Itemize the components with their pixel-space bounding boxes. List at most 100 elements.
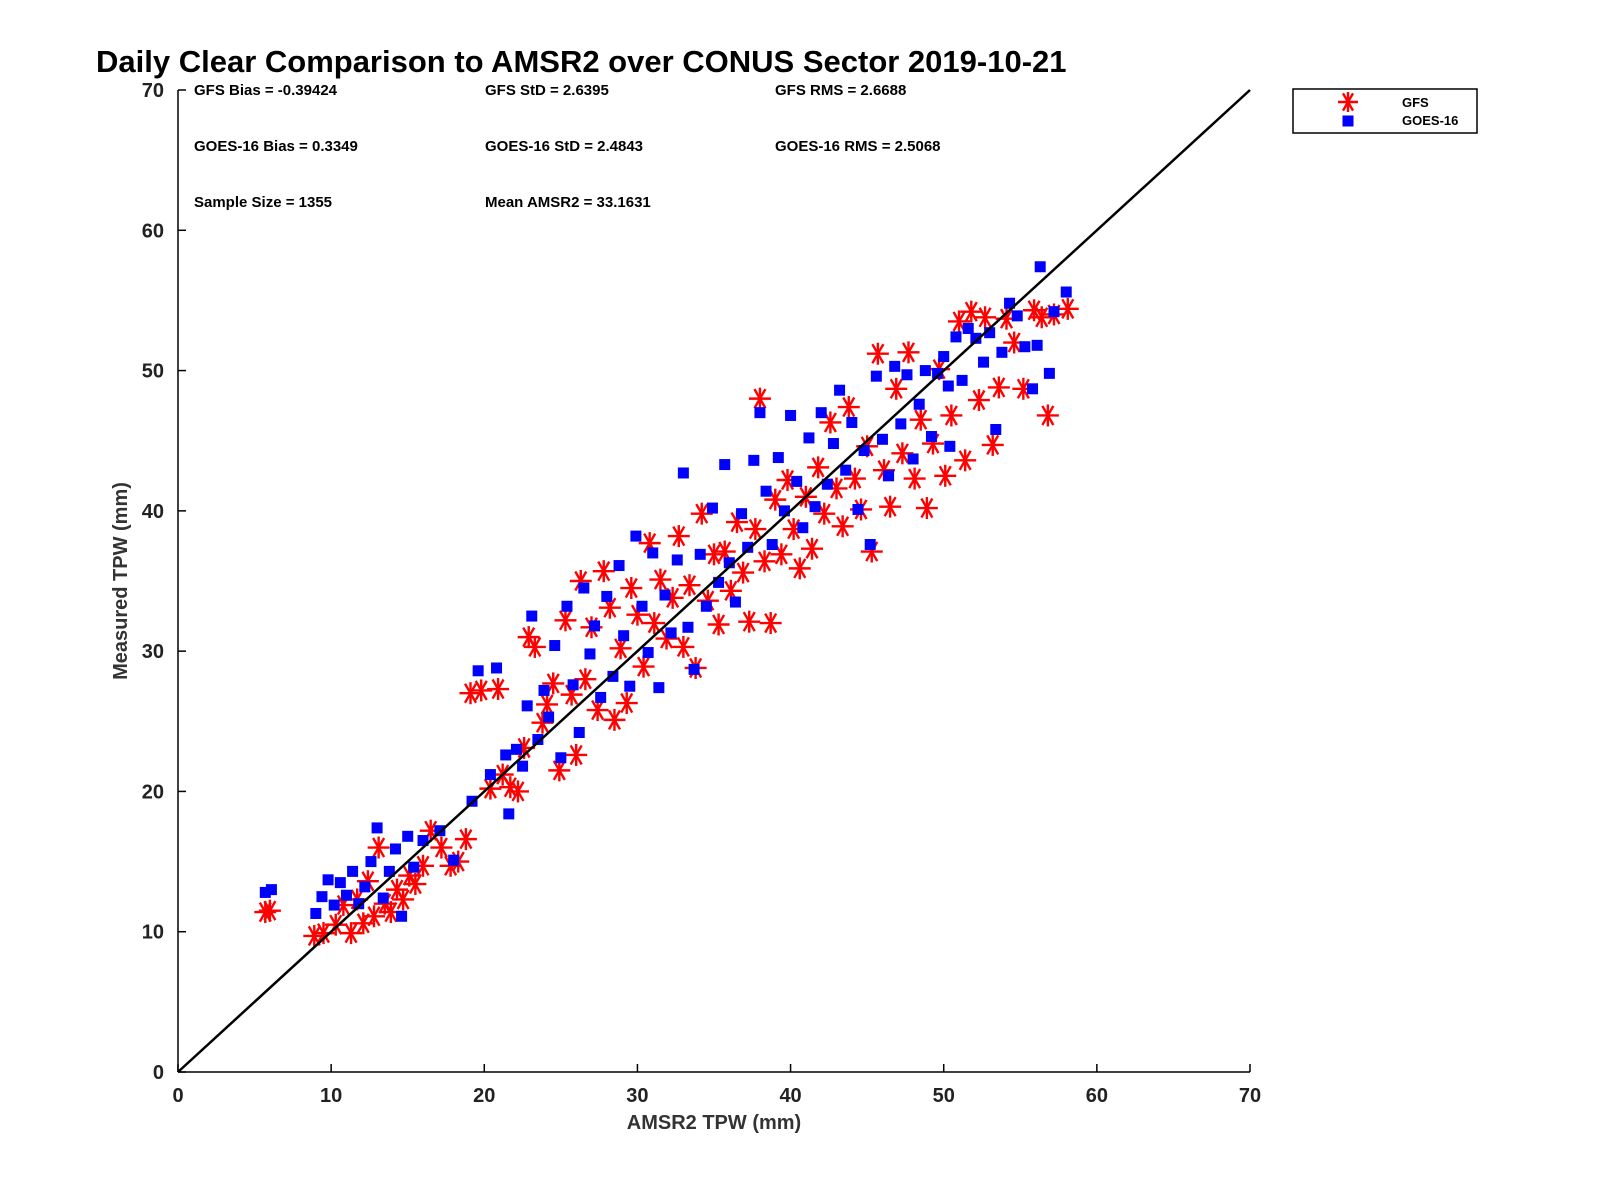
gfs-point-94 bbox=[879, 495, 902, 518]
gfs-point-109 bbox=[974, 306, 997, 329]
goes16-point-78 bbox=[803, 432, 815, 444]
gfs-point-79 bbox=[788, 557, 811, 580]
goes16-point-85 bbox=[846, 416, 858, 428]
goes16-point-8 bbox=[347, 865, 359, 877]
stat-goes-bias: GOES-16 Bias = 0.3349 bbox=[194, 138, 358, 155]
goes16-point-71 bbox=[760, 485, 772, 497]
legend-goes-marker bbox=[1342, 115, 1354, 127]
goes16-point-83 bbox=[834, 384, 846, 396]
gfs-point-27 bbox=[487, 678, 510, 701]
goes16-point-1 bbox=[265, 884, 277, 896]
gfs-point-83 bbox=[813, 502, 836, 525]
gfs-point-42 bbox=[574, 668, 597, 691]
gfs-point-62 bbox=[690, 502, 713, 525]
goes16-point-35 bbox=[549, 640, 561, 652]
goes16-point-77 bbox=[797, 522, 809, 534]
gfs-point-23 bbox=[454, 828, 477, 851]
goes16-point-75 bbox=[785, 409, 797, 421]
goes16-point-110 bbox=[1004, 297, 1016, 309]
gfs-point-82 bbox=[807, 456, 830, 479]
goes16-point-89 bbox=[870, 370, 882, 382]
goes16-point-66 bbox=[729, 596, 741, 608]
goes16-point-5 bbox=[328, 899, 340, 911]
goes16-point-82 bbox=[827, 438, 839, 450]
legend: GFS GOES-16 bbox=[1292, 88, 1478, 134]
gfs-point-32 bbox=[517, 626, 540, 649]
goes16-point-17 bbox=[402, 830, 414, 842]
goes16-point-39 bbox=[573, 727, 585, 739]
goes16-point-56 bbox=[671, 554, 683, 566]
goes16-point-47 bbox=[618, 630, 630, 642]
gfs-point-36 bbox=[542, 672, 565, 695]
y-tick-label-2: 20 bbox=[142, 781, 164, 803]
legend-box bbox=[1292, 88, 1478, 134]
goes16-point-10 bbox=[359, 881, 371, 893]
goes16-point-63 bbox=[713, 576, 725, 588]
goes16-point-114 bbox=[1031, 339, 1043, 351]
goes16-point-58 bbox=[682, 621, 694, 633]
goes16-point-29 bbox=[517, 760, 529, 772]
goes16-point-64 bbox=[719, 459, 731, 471]
goes16-point-37 bbox=[561, 600, 573, 612]
goes16-point-33 bbox=[538, 684, 550, 696]
goes16-point-98 bbox=[925, 431, 937, 443]
gfs-point-103 bbox=[934, 464, 957, 487]
gfs-point-59 bbox=[672, 635, 695, 658]
gfs-point-100 bbox=[915, 497, 938, 520]
goes16-point-86 bbox=[852, 503, 864, 515]
gfs-point-104 bbox=[940, 404, 963, 427]
goes16-point-4 bbox=[322, 874, 334, 886]
y-tick-label-0: 0 bbox=[153, 1062, 164, 1084]
y-axis-label: Measured TPW (mm) bbox=[110, 482, 132, 680]
goes16-point-108 bbox=[990, 423, 1002, 435]
goes16-point-27 bbox=[503, 808, 515, 820]
gfs-point-58 bbox=[667, 525, 690, 548]
goes16-point-67 bbox=[736, 508, 748, 520]
goes16-point-99 bbox=[932, 367, 944, 379]
gfs-point-30 bbox=[506, 780, 529, 803]
goes16-point-76 bbox=[791, 475, 803, 487]
gfs-point-84 bbox=[819, 411, 842, 434]
gfs-point-112 bbox=[995, 307, 1018, 330]
goes16-point-72 bbox=[766, 539, 778, 551]
goes16-point-92 bbox=[889, 360, 901, 372]
gfs-point-77 bbox=[776, 468, 799, 491]
legend-goes-label: GOES-16 bbox=[1402, 113, 1458, 128]
goes16-point-57 bbox=[677, 467, 689, 479]
goes16-point-112 bbox=[1019, 341, 1031, 353]
goes16-point-81 bbox=[821, 478, 833, 490]
gfs-point-71 bbox=[744, 518, 767, 541]
y-tick-label-7: 70 bbox=[142, 80, 164, 102]
goes16-point-54 bbox=[659, 589, 671, 601]
gfs-point-24 bbox=[459, 682, 482, 705]
gfs-point-99 bbox=[909, 408, 932, 431]
goes16-point-28 bbox=[510, 743, 522, 755]
goes16-point-48 bbox=[624, 680, 636, 692]
gfs-point-107 bbox=[960, 300, 983, 323]
gfs-point-87 bbox=[837, 396, 860, 419]
goes16-point-12 bbox=[371, 822, 383, 834]
legend-gfs-label: GFS bbox=[1402, 95, 1429, 110]
stats-block: GFS Bias = -0.39424 GFS StD = 2.6395 GFS… bbox=[194, 82, 941, 211]
goes16-point-36 bbox=[555, 752, 567, 764]
y-tick-label-4: 40 bbox=[142, 501, 164, 523]
gfs-point-70 bbox=[738, 610, 761, 633]
goes16-point-102 bbox=[950, 331, 962, 343]
gfs-point-96 bbox=[891, 442, 914, 465]
goes16-point-43 bbox=[595, 691, 607, 703]
goes16-point-87 bbox=[858, 445, 870, 457]
x-tick-label-2: 20 bbox=[473, 1085, 495, 1107]
gfs-point-1 bbox=[258, 899, 281, 922]
gfs-point-44 bbox=[586, 699, 609, 722]
goes16-point-3 bbox=[316, 891, 328, 903]
gfs-point-64 bbox=[703, 543, 725, 566]
gfs-point-45 bbox=[592, 560, 615, 583]
goes16-point-116 bbox=[1043, 367, 1055, 379]
y-tick-label-5: 50 bbox=[142, 361, 164, 383]
goes16-point-13 bbox=[377, 892, 389, 904]
gfs-point-73 bbox=[753, 550, 776, 573]
gfs-point-81 bbox=[801, 537, 824, 560]
stat-gfs-std: GFS StD = 2.6395 bbox=[485, 82, 609, 99]
gfs-point-25 bbox=[470, 679, 493, 702]
goes16-point-100 bbox=[938, 351, 950, 363]
